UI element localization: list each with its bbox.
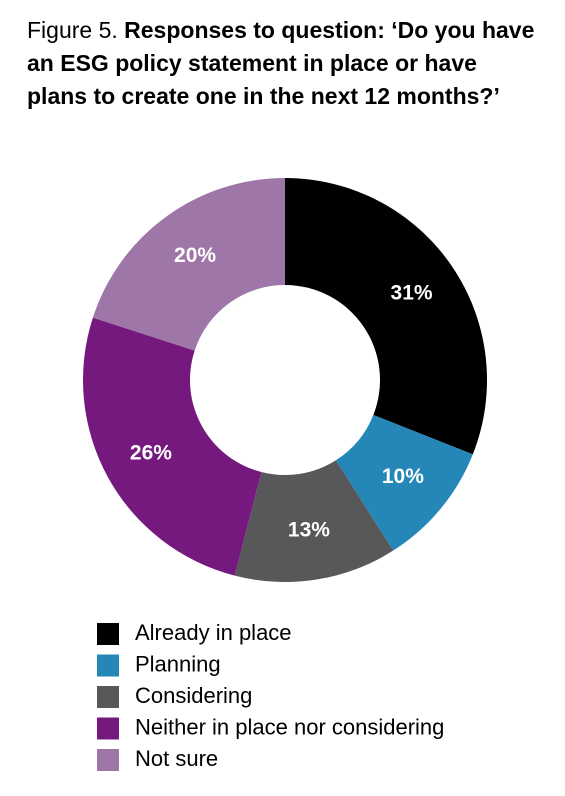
data-label: 31% bbox=[391, 282, 433, 305]
data-label: 26% bbox=[130, 441, 172, 464]
legend-swatch bbox=[97, 623, 119, 645]
data-label: 20% bbox=[174, 244, 216, 267]
donut-segment bbox=[82, 317, 262, 576]
legend-swatch bbox=[97, 749, 119, 771]
data-label: 10% bbox=[382, 465, 424, 488]
chart-title: Figure 5. Responses to question: ‘Do you… bbox=[27, 14, 537, 113]
donut-segment bbox=[285, 178, 487, 455]
legend-label: Planning bbox=[135, 651, 221, 676]
donut-segment bbox=[335, 414, 473, 551]
data-label: 13% bbox=[288, 519, 330, 542]
legend-swatch bbox=[97, 654, 119, 677]
donut-segment bbox=[92, 178, 285, 351]
figure-label: Figure 5. bbox=[27, 17, 118, 43]
legend-label: Considering bbox=[135, 683, 252, 708]
legend-swatch bbox=[97, 717, 119, 740]
title-text: Responses to question: ‘Do you have an E… bbox=[27, 17, 535, 109]
donut-segment bbox=[234, 460, 394, 582]
legend-label: Neither in place nor considering bbox=[135, 714, 444, 739]
legend-swatch bbox=[97, 686, 119, 708]
legend-label: Not sure bbox=[135, 746, 218, 771]
legend-label: Already in place bbox=[135, 620, 292, 645]
